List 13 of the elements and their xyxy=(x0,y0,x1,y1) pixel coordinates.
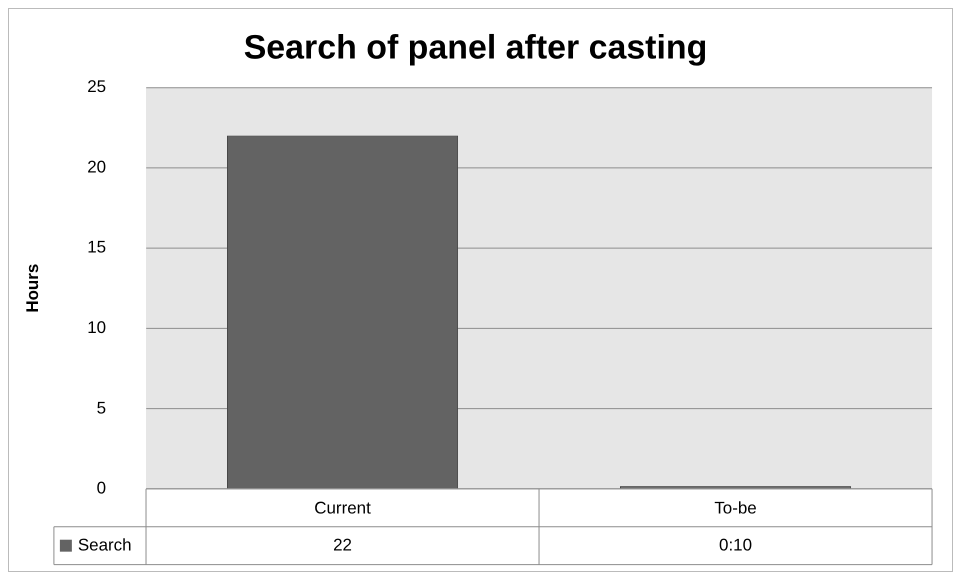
x-tick-label: Current xyxy=(314,498,372,518)
x-tick-label: To-be xyxy=(714,498,757,518)
chart-title: Search of panel after casting xyxy=(244,28,708,67)
y-axis-title: Hours xyxy=(22,264,42,313)
y-tick-label: 10 xyxy=(87,318,106,338)
y-tick-label: 5 xyxy=(96,398,106,418)
data-label: 22 xyxy=(333,535,352,554)
y-tick-label: 25 xyxy=(87,77,106,96)
y-tick-label: 0 xyxy=(96,478,106,498)
y-tick-label: 15 xyxy=(87,238,106,257)
y-tick-label: 20 xyxy=(87,157,106,176)
data-label: 0:10 xyxy=(719,535,752,554)
legend-label: Search xyxy=(78,535,132,554)
